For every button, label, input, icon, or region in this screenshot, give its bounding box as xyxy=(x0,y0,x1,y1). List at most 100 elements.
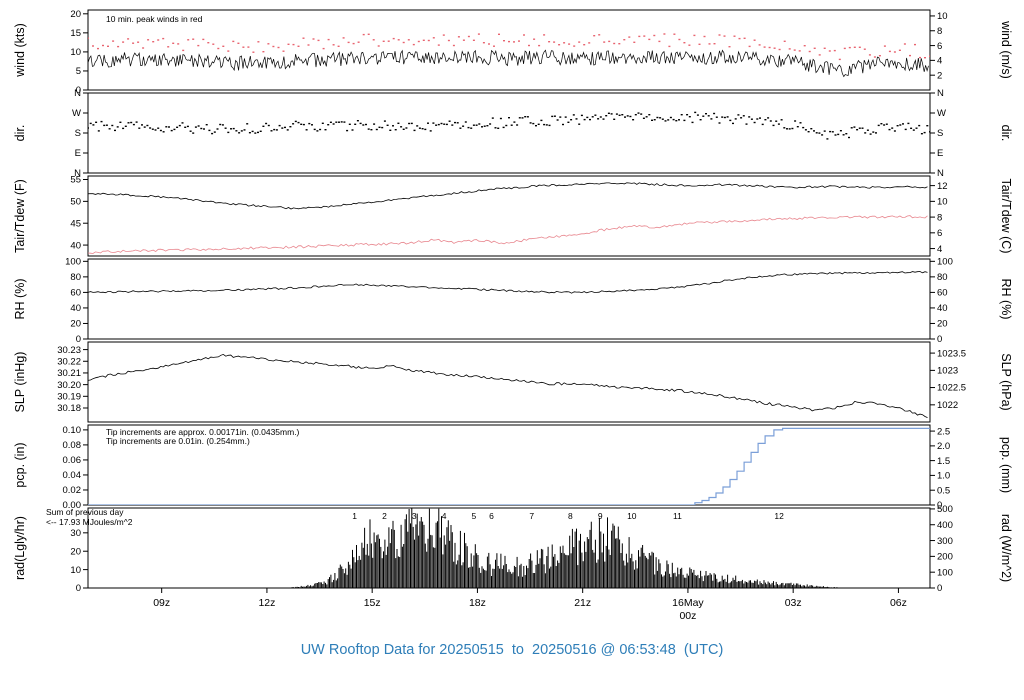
annotation-pcp-1: Tip increments are 0.01in. (0.254mm.) xyxy=(106,436,250,446)
tick-label-left: 30.23 xyxy=(57,345,81,356)
tick-label-right: 40 xyxy=(937,303,948,314)
milestone-label: 11 xyxy=(673,511,682,521)
tick-label-left: 45 xyxy=(70,218,81,229)
annotation-rad-1: <-- 17.93 MJoules/m^2 xyxy=(46,517,133,527)
milestone-label: 4 xyxy=(442,511,447,521)
panel-series-slp xyxy=(88,353,928,418)
tick-label-right: 60 xyxy=(937,288,948,299)
panel-border-dir xyxy=(87,92,931,174)
tick-label-left: 30.20 xyxy=(57,380,81,391)
axis-label-left-rad: rad(Lgly/hr) xyxy=(13,516,27,580)
tick-label-right: 1022 xyxy=(937,400,958,411)
tick-label-right: 100 xyxy=(937,567,953,578)
tick-label-right: 1023 xyxy=(937,366,958,377)
axis-label-left-wind: wind (kts) xyxy=(13,23,27,77)
panel-rh: 0 20 40 60 80 100 0 20 40 60 80 100 RH (%) RH (%) xyxy=(13,257,1013,346)
tick-label-left: 0.08 xyxy=(63,440,82,451)
tick-label-left: 40 xyxy=(70,303,81,314)
tick-label-right: 10 xyxy=(937,197,948,208)
tick-label-right: N xyxy=(937,168,944,179)
panel-wind: 0 5 10 15 20 2 4 6 8 10 wind (kts) wind (m/s) 10 min… xyxy=(13,9,1013,96)
tick-label-left: 15 xyxy=(70,28,81,39)
tick-label-left: 20 xyxy=(70,319,81,330)
tick-label-left: 30.18 xyxy=(57,403,81,414)
tick-label-right: 0 xyxy=(937,583,942,594)
tick-label-right: 4 xyxy=(937,244,942,255)
tick-label-left: 0.10 xyxy=(63,425,82,436)
tick-label-left: 100 xyxy=(65,257,81,268)
tick-label-left: 60 xyxy=(70,288,81,299)
axis-label-right-slp: SLP (hPa) xyxy=(999,353,1013,410)
tick-label-left: S xyxy=(75,128,81,139)
tick-label-right: 10 xyxy=(937,11,948,22)
tick-label-right: S xyxy=(937,128,943,139)
tick-label-left: 5 xyxy=(76,66,81,77)
tick-label-right: 2.5 xyxy=(937,426,950,437)
axis-label-right-wind: wind (m/s) xyxy=(999,20,1013,79)
tick-label-left: E xyxy=(75,148,81,159)
tick-label-right: 100 xyxy=(937,257,953,268)
series-solar-radiation xyxy=(285,508,850,588)
tick-label-right: 500 xyxy=(937,504,953,515)
tick-label-right: 0 xyxy=(937,500,942,511)
axis-label-left-dir: dir. xyxy=(13,125,27,142)
tick-label-right: 1022.5 xyxy=(937,383,966,394)
tick-label-left: 10 xyxy=(70,565,81,576)
tick-label-left: 0.00 xyxy=(63,500,82,511)
milestone-label: 1 xyxy=(352,511,357,521)
tick-label-right: 6 xyxy=(937,41,942,52)
milestone-label: 3 xyxy=(412,511,417,521)
tick-label-right: 1.0 xyxy=(937,471,950,482)
milestone-label: 7 xyxy=(529,511,534,521)
tick-label-left: N xyxy=(74,168,81,179)
x-tick-label: 16May xyxy=(672,597,704,609)
tick-label-right: 1023.5 xyxy=(937,348,966,359)
tick-label-left: 80 xyxy=(70,272,81,283)
panel-border-rh xyxy=(87,258,931,340)
axis-label-left-slp: SLP (inHg) xyxy=(13,352,27,413)
series-dewpoint-temperature xyxy=(88,215,928,254)
x-tick-label: 03z xyxy=(785,597,802,609)
annotation-pcp-0: Tip increments are approx. 0.00171in. (0… xyxy=(106,427,300,437)
axis-label-left-pcp: pcp. (in) xyxy=(13,442,27,487)
tick-label-right: 20 xyxy=(937,319,948,330)
tick-label-left: 20 xyxy=(70,546,81,557)
series-relative-humidity xyxy=(88,271,928,294)
tick-label-right: 300 xyxy=(937,536,953,547)
x-tick-label: 18z xyxy=(469,597,486,609)
series-sea-level-pressure xyxy=(88,353,928,418)
series-wind-speed xyxy=(88,49,929,78)
tick-label-left: 0.04 xyxy=(63,470,82,481)
tick-label-left: 0.02 xyxy=(63,485,82,496)
x-tick-label: 12z xyxy=(258,597,275,609)
annotation-rad-0: Sum of previous day xyxy=(46,507,124,517)
tick-label-left: 30.19 xyxy=(57,392,81,403)
panel-series-wind xyxy=(88,33,930,78)
series-wind-direction xyxy=(88,111,930,140)
axis-label-left-rh: RH (%) xyxy=(13,279,27,320)
axis-label-right-dir: dir. xyxy=(999,125,1013,142)
x-tick-label: 15z xyxy=(364,597,381,609)
panel-series-dir xyxy=(88,111,930,140)
tick-label-right: 400 xyxy=(937,520,953,531)
panel-border-wind xyxy=(87,9,931,91)
panel-temp: 40 45 50 55 4 6 8 10 12 Tair/Tdew (F) Tair/Tdew (C… xyxy=(13,175,1013,257)
axis-label-right-rad: rad (W/m^2) xyxy=(999,514,1013,582)
tick-label-right: W xyxy=(937,108,946,119)
tick-label-left: 0.06 xyxy=(63,455,82,466)
milestone-label: 9 xyxy=(598,511,603,521)
axis-label-left-temp: Tair/Tdew (F) xyxy=(13,179,27,253)
tick-label-right: 4 xyxy=(937,56,942,67)
panel-series-temp xyxy=(88,182,928,254)
x-tick-label-2: 00z xyxy=(679,610,696,622)
x-tick-label: 21z xyxy=(574,597,591,609)
panel-series-rh xyxy=(88,271,928,294)
milestone-label: 12 xyxy=(774,511,784,521)
panel-border-slp xyxy=(87,341,931,423)
tick-label-right: N xyxy=(937,88,944,99)
